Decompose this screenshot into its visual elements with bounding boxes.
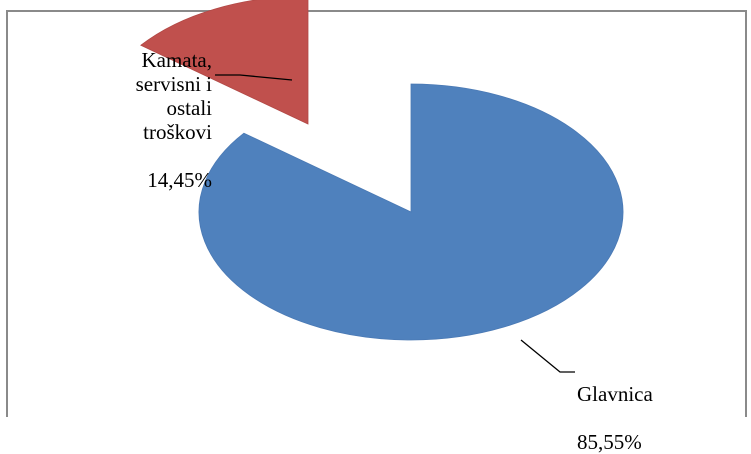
data-label-glavnica: Glavnica 85,55% [577,358,687,454]
slice-glavnica [198,83,624,341]
slice-name-kamata: Kamata, servisni i ostali troškovi [135,48,212,144]
slice-kamata [140,0,309,125]
data-label-kamata: Kamata, servisni i ostali troškovi 14,45… [92,24,212,192]
slice-name-glavnica: Glavnica [577,382,653,406]
pie-chart [140,0,624,373]
slice-value-kamata: 14,45% [147,168,212,192]
slice-value-glavnica: 85,55% [577,430,642,454]
leader-line-1 [520,339,575,373]
leader-line-0 [215,74,293,81]
